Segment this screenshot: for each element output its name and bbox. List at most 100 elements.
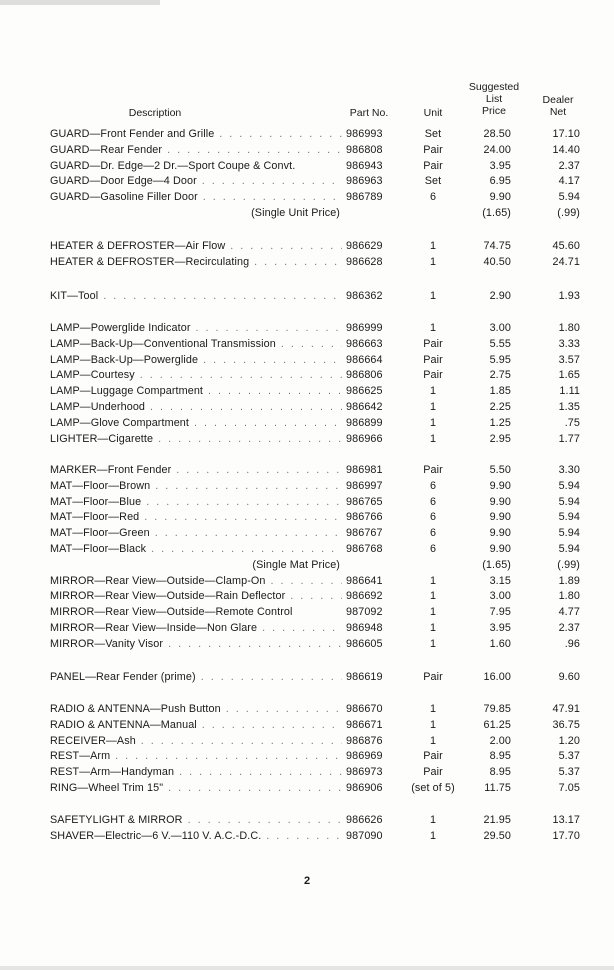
description-text: SHAVER—Electric—6 V.—110 V. A.C.-D.C. <box>50 829 262 842</box>
leader-dots: . . . . . . . . . . . . . . . . . . . . … <box>168 637 342 650</box>
row-part-no: 987092 <box>346 606 383 619</box>
row-dealer-net: 47.91 <box>552 703 580 715</box>
row-part-no: 986663 <box>346 337 383 350</box>
row-unit: 1 <box>429 814 437 826</box>
description-text: KIT—Tool <box>50 290 99 302</box>
description-text: LAMP—Glove Compartment <box>50 416 190 429</box>
leader-dots: . . . . . . . . . . . . . . . . . . . . … <box>187 814 342 826</box>
table-row: MIRROR—Rear View—Outside—Remote Control 9… <box>0 605 614 620</box>
row-unit: Set <box>424 175 442 188</box>
row-description: MARKER—Front Fender . . . . . . . . . . … <box>50 463 342 478</box>
description-text: GUARD—Door Edge—4 Door <box>50 175 197 188</box>
description-text: LAMP—Powerglide Indicator <box>50 322 191 334</box>
row-unit: 6 <box>429 543 437 555</box>
table-row: LAMP—Powerglide Indicator . . . . . . . … <box>0 321 614 336</box>
table-row: MAT—Floor—Black . . . . . . . . . . . . … <box>0 542 614 557</box>
row-unit: (set of 5) <box>411 782 455 794</box>
row-description: GUARD—Gasoline Filler Door . . . . . . .… <box>50 190 342 205</box>
row-dealer-net: 36.75 <box>552 718 580 731</box>
row-part-no: 986999 <box>346 322 383 334</box>
row-description: MIRROR—Rear View—Outside—Rain Deflector … <box>50 589 342 604</box>
row-list-price: 74.75 <box>483 240 511 252</box>
row-dealer-net: .96 <box>564 637 580 650</box>
row-part-no: 986876 <box>346 734 383 747</box>
row-list-price: 6.95 <box>489 175 511 188</box>
row-description: LAMP—Courtesy . . . . . . . . . . . . . … <box>50 368 342 383</box>
row-part-no: 986626 <box>346 814 383 826</box>
description-text: RADIO & ANTENNA—Push Button <box>50 703 221 715</box>
row-part-no: 986619 <box>346 671 383 683</box>
table-row: MIRROR—Vanity Visor . . . . . . . . . . … <box>0 637 614 652</box>
leader-dots: . . . . . . . . . . . . . . . . . . . . … <box>266 829 342 842</box>
row-list-price: 28.50 <box>483 128 511 140</box>
scan-edge-top <box>0 0 160 5</box>
row-unit: Set <box>424 128 442 140</box>
description-text: LAMP—Luggage Compartment <box>50 385 204 398</box>
leader-dots: . . . . . . . . . . . . . . . . . . . . … <box>280 337 342 350</box>
row-list-price: 5.95 <box>489 353 511 366</box>
leader-dots: . . . . . . . . . . . . . . . . . . . . … <box>179 766 342 779</box>
table-row: KIT—Tool . . . . . . . . . . . . . . . .… <box>0 289 614 304</box>
row-part-no: 986670 <box>346 703 383 715</box>
row-part-no: 986768 <box>346 543 383 555</box>
description-text: LAMP—Back-Up—Conventional Transmission <box>50 337 276 350</box>
table-row: MARKER—Front Fender . . . . . . . . . . … <box>0 463 614 478</box>
header-price-line2: List <box>485 93 503 105</box>
header-price-line3: Price <box>482 105 506 117</box>
row-unit: 1 <box>429 718 437 731</box>
row-unit: 1 <box>429 703 437 715</box>
row-list-price: 2.95 <box>489 432 511 445</box>
description-text: MIRROR—Rear View—Outside—Clamp-On <box>50 574 266 587</box>
row-list-price: 5.55 <box>489 337 511 350</box>
leader-dots: . . . . . . . . . . . . . . . . . . . . … <box>150 401 342 413</box>
row-note: (Single Unit Price) <box>251 207 340 219</box>
row-description: RING—Wheel Trim 15" . . . . . . . . . . … <box>50 781 342 796</box>
row-description: MAT—Floor—Brown . . . . . . . . . . . . … <box>50 479 342 494</box>
row-unit: 1 <box>429 606 437 619</box>
row-part-no: 986943 <box>346 159 383 172</box>
row-list-price: 1.60 <box>489 637 511 650</box>
table-row: LAMP—Back-Up—Conventional Transmission .… <box>0 337 614 352</box>
row-list-price: 9.90 <box>489 527 511 540</box>
table-row-note: (Single Mat Price) (1.65) (.99) <box>0 558 614 573</box>
row-description: HEATER & DEFROSTER—Recirculating . . . .… <box>50 255 342 270</box>
table-row: GUARD—Front Fender and Grille . . . . . … <box>0 127 614 142</box>
row-description: RADIO & ANTENNA—Manual . . . . . . . . .… <box>50 718 342 733</box>
row-list-price: 3.00 <box>489 322 511 334</box>
row-list-price: 29.50 <box>483 829 511 842</box>
row-unit: Pair <box>423 353 443 366</box>
row-description: GUARD—Dr. Edge—2 Dr.—Sport Coupe & Convt… <box>50 159 342 174</box>
row-unit: 6 <box>429 511 437 524</box>
row-part-no: 986808 <box>346 143 383 156</box>
row-description: MIRROR—Vanity Visor . . . . . . . . . . … <box>50 637 342 652</box>
row-list-price: 21.95 <box>483 814 511 826</box>
row-part-no: 986664 <box>346 353 383 366</box>
row-dealer-net: 3.33 <box>558 337 580 350</box>
table-row: LAMP—Back-Up—Powerglide . . . . . . . . … <box>0 353 614 368</box>
row-part-no: 986969 <box>346 750 383 763</box>
leader-dots: . . . . . . . . . . . . . . . . . . . . … <box>225 703 342 715</box>
description-text: MAT—Floor—Red <box>50 511 140 524</box>
row-description: GUARD—Rear Fender . . . . . . . . . . . … <box>50 143 342 158</box>
row-description: SHAVER—Electric—6 V.—110 V. A.C.-D.C. . … <box>50 829 342 844</box>
leader-dots: . . . . . . . . . . . . . . . . . . . . … <box>219 128 342 140</box>
row-dealer-net: 3.30 <box>558 464 580 476</box>
row-description: LIGHTER—Cigarette . . . . . . . . . . . … <box>50 432 342 447</box>
row-dealer-net: 5.94 <box>558 191 580 204</box>
row-list-price: 3.15 <box>489 574 511 587</box>
row-unit: 1 <box>429 574 437 587</box>
description-text: MIRROR—Rear View—Outside—Remote Control <box>50 606 293 619</box>
row-description: SAFETYLIGHT & MIRROR . . . . . . . . . .… <box>50 813 342 828</box>
row-part-no: 986948 <box>346 622 383 634</box>
row-dealer-net: 1.20 <box>558 734 580 747</box>
row-description: LAMP—Glove Compartment . . . . . . . . .… <box>50 416 342 431</box>
row-part-no: 986362 <box>346 290 383 302</box>
table-row: MAT—Floor—Red . . . . . . . . . . . . . … <box>0 510 614 525</box>
row-unit: 1 <box>429 590 437 603</box>
row-unit: 6 <box>429 527 437 540</box>
leader-dots: . . . . . . . . . . . . . . . . . . . . … <box>203 353 342 366</box>
leader-dots: . . . . . . . . . . . . . . . . . . . . … <box>208 385 342 398</box>
row-list-price: 61.25 <box>483 718 511 731</box>
row-dealer-net: 45.60 <box>552 240 580 252</box>
row-dealer-net: 1.77 <box>558 432 580 445</box>
